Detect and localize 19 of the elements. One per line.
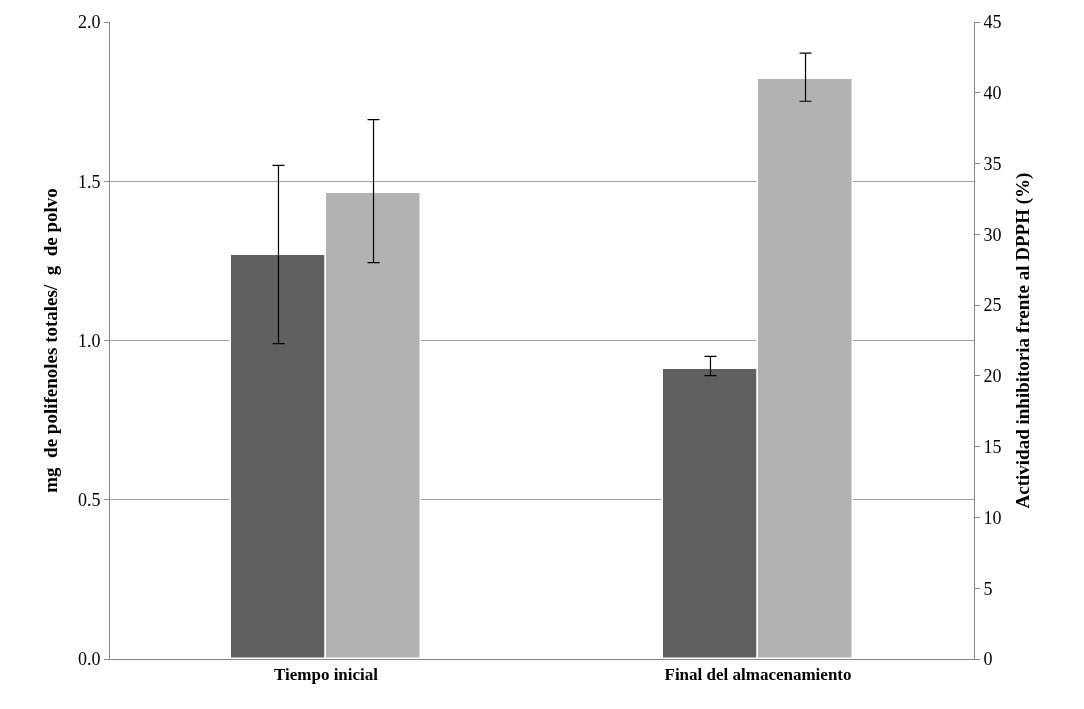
y2-tick-label: 30 <box>983 224 1002 245</box>
y2-tick-label: 35 <box>983 153 1002 174</box>
y-axis-title: mg de polifenoles totales/ g de polvo <box>39 188 61 493</box>
x-tick-label: Final del almacenamiento <box>664 665 852 685</box>
y2-tick-label: 5 <box>983 578 993 599</box>
y2-tick-label: 45 <box>983 12 1002 33</box>
y-tick-label: 1.5 <box>77 171 101 192</box>
y2-tick-label: 0 <box>983 649 993 670</box>
y2-tick-label: 20 <box>983 366 1002 387</box>
y2-axis-title: Actividad inhibitoria frente al DPPH (%) <box>1012 172 1035 509</box>
y-tick-label: 0.0 <box>77 649 101 670</box>
y2-tick-label: 15 <box>983 436 1002 457</box>
y2-tick-label: 40 <box>983 83 1002 104</box>
y-tick-label: 0.5 <box>77 490 101 511</box>
y2-tick-label: 25 <box>983 295 1002 316</box>
x-tick-label: Tiempo inicial <box>273 665 379 685</box>
y2-tick-label: 10 <box>983 507 1002 528</box>
y-tick-label: 2.0 <box>77 12 101 33</box>
y-tick-label: 1.0 <box>77 330 101 351</box>
